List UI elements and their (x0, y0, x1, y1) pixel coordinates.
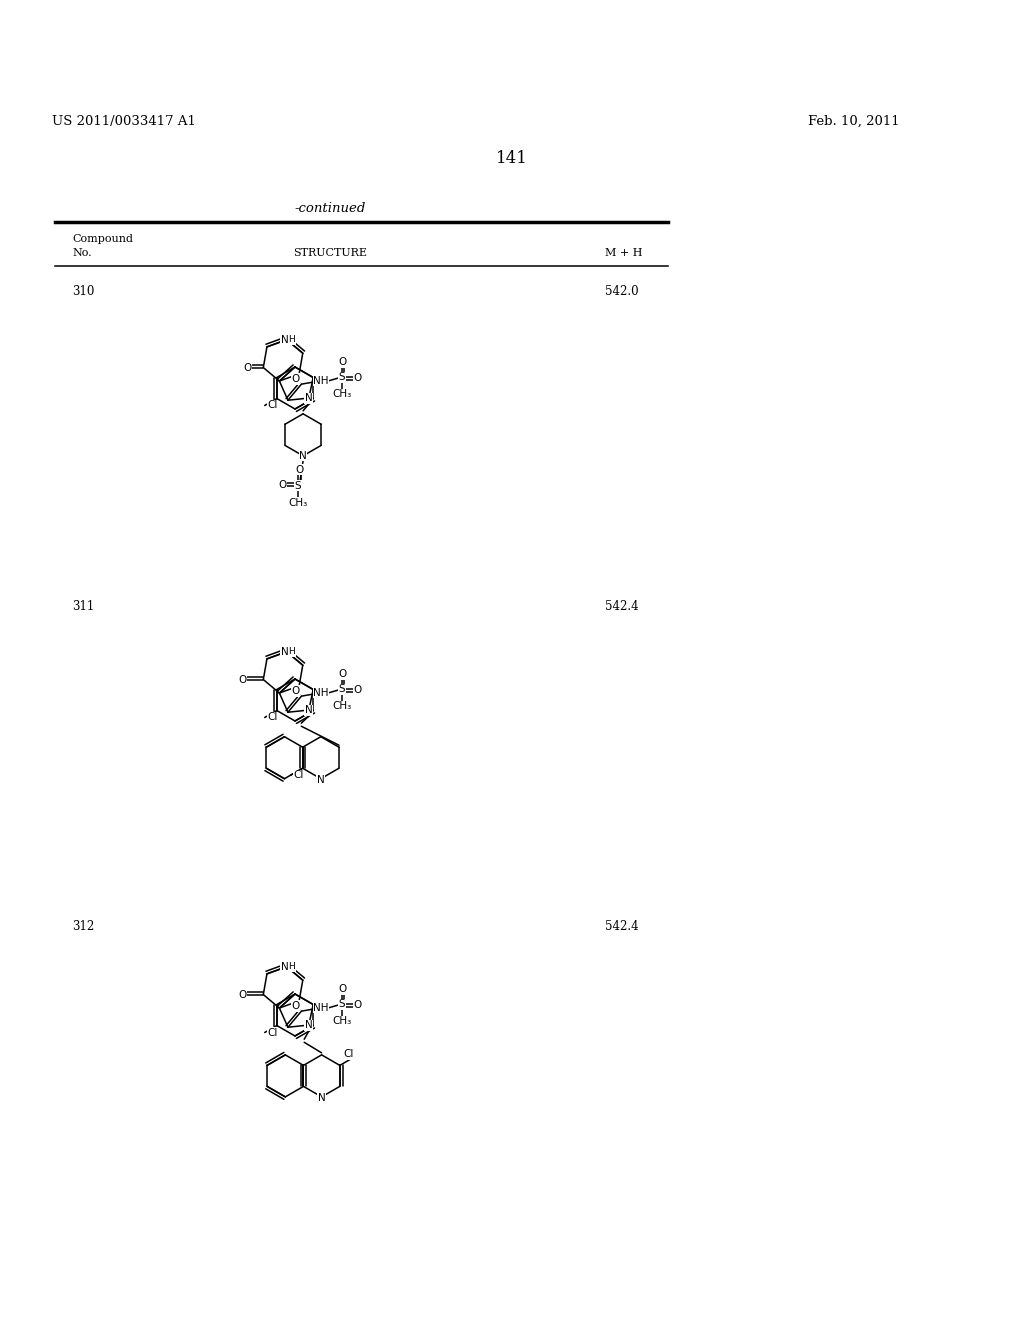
Text: N: N (317, 775, 325, 784)
Text: S: S (339, 999, 345, 1008)
Text: N: N (305, 705, 312, 715)
Text: O: O (339, 669, 347, 678)
Text: O: O (353, 685, 361, 696)
Text: S: S (339, 684, 345, 694)
Text: H: H (289, 962, 295, 972)
Text: NH: NH (313, 1003, 329, 1012)
Text: N: N (305, 393, 312, 403)
Text: CH₃: CH₃ (332, 701, 351, 711)
Text: N: N (281, 962, 289, 972)
Text: N: N (299, 451, 307, 461)
Text: N: N (305, 1020, 312, 1030)
Text: Cl: Cl (293, 770, 304, 780)
Text: Cl: Cl (343, 1049, 353, 1060)
Text: S: S (339, 372, 345, 381)
Text: 542.4: 542.4 (605, 601, 639, 612)
Text: 542.0: 542.0 (605, 285, 639, 298)
Text: O: O (291, 686, 299, 696)
Text: Compound: Compound (72, 234, 133, 244)
Text: O: O (339, 983, 347, 994)
Text: O: O (239, 990, 247, 999)
Text: 312: 312 (72, 920, 94, 933)
Text: H: H (289, 647, 295, 656)
Text: O: O (295, 465, 303, 475)
Text: 542.4: 542.4 (605, 920, 639, 933)
Text: S: S (295, 480, 301, 491)
Text: STRUCTURE: STRUCTURE (293, 248, 367, 257)
Text: 141: 141 (496, 150, 528, 168)
Text: No.: No. (72, 248, 91, 257)
Text: O: O (353, 374, 361, 383)
Text: M + H: M + H (605, 248, 642, 257)
Text: US 2011/0033417 A1: US 2011/0033417 A1 (52, 115, 196, 128)
Text: CH₃: CH₃ (332, 1016, 351, 1026)
Text: NH: NH (313, 688, 329, 698)
Text: Cl: Cl (267, 1027, 278, 1038)
Text: O: O (239, 675, 247, 685)
Text: O: O (243, 363, 252, 372)
Text: O: O (291, 1001, 299, 1011)
Text: N: N (317, 1093, 326, 1104)
Text: Feb. 10, 2011: Feb. 10, 2011 (808, 115, 900, 128)
Text: O: O (291, 374, 299, 384)
Text: CH₃: CH₃ (289, 498, 307, 508)
Text: H: H (289, 335, 295, 345)
Text: Cl: Cl (267, 400, 278, 411)
Text: Cl: Cl (267, 713, 278, 722)
Text: NH: NH (313, 376, 329, 385)
Text: N: N (281, 335, 289, 345)
Text: O: O (339, 356, 347, 367)
Text: O: O (278, 480, 286, 490)
Text: CH₃: CH₃ (332, 389, 351, 399)
Text: -continued: -continued (294, 202, 366, 215)
Text: 310: 310 (72, 285, 94, 298)
Text: N: N (281, 647, 289, 656)
Text: 311: 311 (72, 601, 94, 612)
Text: O: O (353, 1001, 361, 1010)
